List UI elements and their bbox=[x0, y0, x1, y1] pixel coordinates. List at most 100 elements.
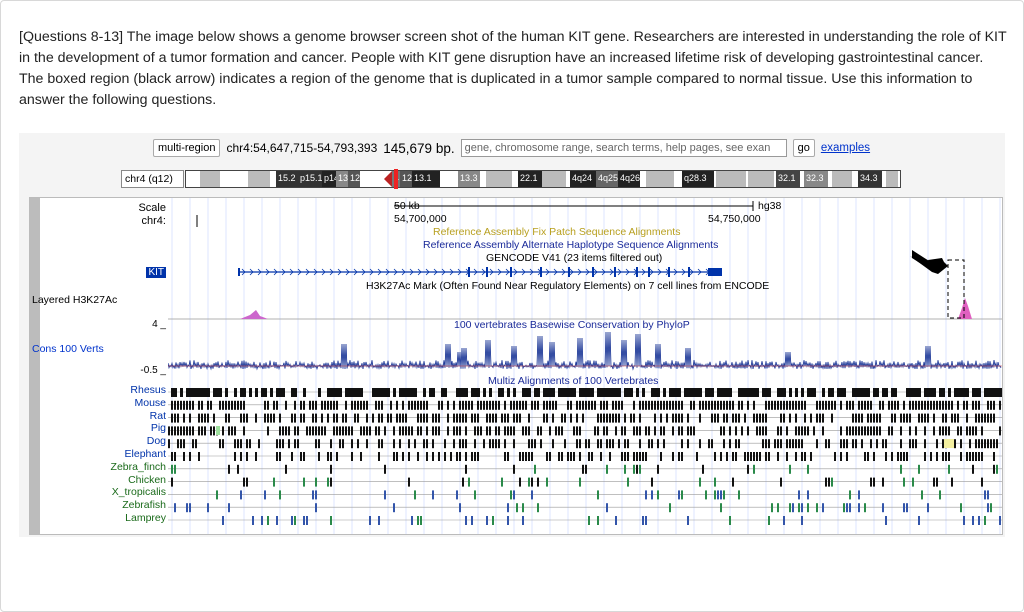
alignment-block bbox=[639, 452, 641, 461]
alignment-block bbox=[855, 413, 857, 423]
alignment-block bbox=[789, 400, 791, 410]
alignment-block bbox=[459, 439, 461, 449]
alignment-block bbox=[891, 400, 893, 410]
alignment-block bbox=[822, 400, 824, 410]
track-sidebar[interactable] bbox=[30, 198, 40, 534]
alignment-block bbox=[777, 426, 779, 436]
gene-strand-arrow bbox=[609, 268, 614, 276]
alignment-block bbox=[591, 388, 594, 397]
alignment-block bbox=[966, 452, 968, 461]
alignment-block bbox=[282, 439, 284, 449]
alignment-block bbox=[552, 388, 555, 397]
alignment-block bbox=[324, 400, 326, 410]
multiz-track-title[interactable]: Multiz Alignments of 100 Vertebrates bbox=[488, 375, 659, 387]
alignment-block bbox=[849, 503, 851, 513]
alignment-block bbox=[876, 388, 879, 397]
alignment-block bbox=[987, 490, 989, 500]
alignment-block bbox=[627, 452, 629, 461]
species-label[interactable]: Mouse bbox=[134, 396, 166, 409]
alignment-block bbox=[225, 388, 228, 397]
search-input[interactable]: gene, chromosome range, search terms, he… bbox=[460, 139, 787, 157]
alignment-block bbox=[399, 388, 402, 397]
alignment-block bbox=[609, 439, 611, 449]
alignment-block bbox=[942, 400, 944, 410]
alignment-block bbox=[930, 452, 932, 461]
alignment-block bbox=[549, 388, 552, 397]
alignment-block bbox=[603, 388, 606, 397]
alignment-block bbox=[852, 413, 854, 423]
alignment-block bbox=[492, 439, 494, 449]
alignment-block bbox=[831, 400, 833, 410]
multi-region-button[interactable]: multi-region bbox=[153, 139, 221, 157]
h3k27ac-track-label[interactable]: Layered H3K27Ac bbox=[32, 294, 118, 306]
alignment-block bbox=[795, 439, 797, 449]
alignment-block bbox=[171, 477, 173, 487]
species-label[interactable]: Rhesus bbox=[130, 384, 166, 396]
alignment-block bbox=[609, 388, 612, 397]
alignment-block bbox=[510, 426, 512, 436]
phylop-track-title[interactable]: 100 vertebrates Basewise Conservation by… bbox=[454, 319, 690, 331]
alignment-block bbox=[765, 439, 767, 449]
alignment-block bbox=[684, 388, 687, 397]
alignment-block bbox=[660, 452, 662, 461]
alignment-block bbox=[678, 490, 680, 500]
alignment-block bbox=[177, 426, 179, 436]
alt-haplotype-track-label[interactable]: Reference Assembly Alternate Haplotype S… bbox=[423, 239, 719, 251]
alignment-block bbox=[537, 400, 539, 410]
alignment-block bbox=[279, 439, 281, 449]
alignment-block bbox=[663, 388, 666, 397]
alignment-block bbox=[246, 477, 248, 487]
alignment-block bbox=[789, 464, 791, 474]
gene-strand-arrow bbox=[401, 268, 406, 276]
alignment-block bbox=[171, 413, 173, 423]
alignment-block bbox=[915, 439, 917, 449]
alignment-block bbox=[759, 413, 761, 423]
alignment-block bbox=[732, 477, 734, 487]
alignment-block bbox=[303, 516, 305, 525]
alignment-block bbox=[588, 516, 590, 525]
examples-link[interactable]: examples bbox=[820, 142, 871, 154]
ideogram-band: 15.2 bbox=[276, 171, 298, 187]
alignment-block bbox=[483, 388, 486, 397]
alignment-block bbox=[426, 400, 428, 410]
species-label[interactable]: Chicken bbox=[128, 473, 166, 486]
alignment-block bbox=[537, 503, 539, 513]
species-label[interactable]: Lamprey bbox=[125, 512, 166, 524]
alignment-block bbox=[621, 426, 623, 436]
chromosome-ideogram[interactable]: 15.2p15.1p14131241213.113.322.14q244q254… bbox=[185, 169, 901, 189]
gene-strand-arrow bbox=[241, 268, 246, 276]
h3k27ac-track-title[interactable]: H3K27Ac Mark (Often Found Near Regulator… bbox=[366, 280, 770, 292]
species-label[interactable]: Elephant bbox=[124, 448, 166, 460]
fix-patch-track-label[interactable]: Reference Assembly Fix Patch Sequence Al… bbox=[433, 226, 681, 238]
pointer-arrow-icon bbox=[910, 256, 948, 274]
species-label[interactable]: Dog bbox=[146, 435, 166, 448]
alignment-block bbox=[753, 452, 755, 461]
alignment-block bbox=[942, 452, 944, 461]
alignment-block bbox=[342, 439, 344, 449]
alignment-block bbox=[225, 400, 227, 410]
go-button[interactable]: go bbox=[792, 139, 815, 157]
alignment-block bbox=[648, 400, 650, 410]
alignment-block bbox=[930, 388, 933, 397]
gene-label-kit[interactable]: KIT bbox=[146, 267, 166, 278]
species-label[interactable]: Zebra_finch bbox=[110, 460, 166, 473]
alignment-block bbox=[891, 388, 894, 397]
alignment-block bbox=[978, 439, 980, 449]
alignment-block bbox=[768, 388, 771, 397]
ideogram-band-label: 34.3 bbox=[860, 173, 878, 183]
species-label[interactable]: Pig bbox=[150, 422, 166, 435]
alignment-block bbox=[447, 426, 449, 436]
alignment-block bbox=[939, 388, 942, 397]
alignment-block bbox=[735, 452, 737, 461]
alignment-block bbox=[180, 439, 182, 449]
cons-track-label[interactable]: Cons 100 Verts bbox=[32, 343, 104, 355]
alignment-block bbox=[936, 400, 938, 410]
alignment-block bbox=[981, 413, 983, 423]
alignment-block bbox=[903, 477, 905, 487]
species-label[interactable]: X_tropicalis bbox=[111, 486, 166, 499]
alignment-block bbox=[411, 516, 413, 525]
alignment-block bbox=[504, 413, 506, 423]
gencode-track-label[interactable]: GENCODE V41 (23 items filtered out) bbox=[486, 252, 663, 264]
species-label[interactable]: Rat bbox=[149, 409, 166, 422]
species-label[interactable]: Zebrafish bbox=[122, 499, 166, 512]
